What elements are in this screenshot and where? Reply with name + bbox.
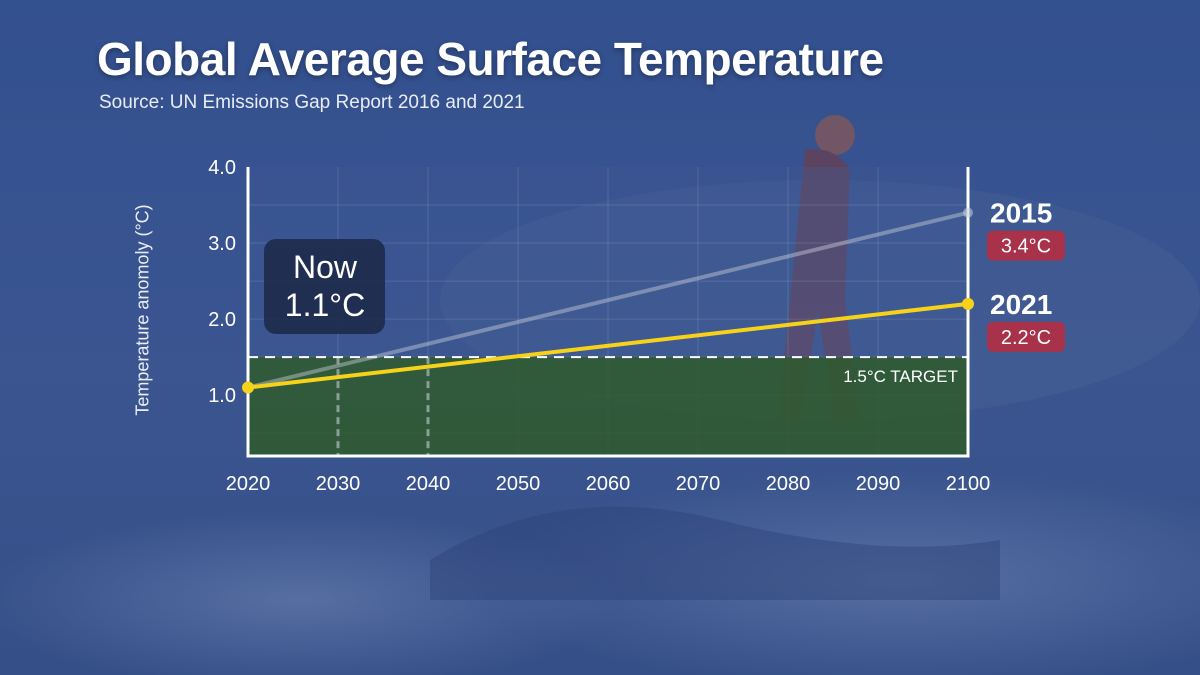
x-tick-label: 2050 <box>496 473 541 495</box>
series-line-2021 <box>247 301 969 390</box>
x-tick-label: 2070 <box>676 473 721 495</box>
now-callout-label: Now <box>293 249 358 285</box>
value-badge-2021 <box>987 321 1065 352</box>
series-end-label-2021: 2021 <box>990 289 1052 320</box>
now-callout-value: 1.1°C <box>285 287 365 323</box>
now-callout: Now 1.1°C <box>264 239 385 334</box>
value-badge-label-2021: 2.2°C <box>1001 327 1051 349</box>
x-tick-label: 2100 <box>946 473 991 495</box>
axes <box>246 167 970 458</box>
value-badge-label-2015: 3.4°C <box>1001 236 1051 258</box>
x-tick-label: 2020 <box>226 473 271 495</box>
x-tick-label: 2090 <box>856 473 901 495</box>
year-markers <box>336 357 430 456</box>
x-tick-label: 2080 <box>766 473 811 495</box>
series-line-2015 <box>247 210 969 390</box>
y-tick-label: 3.0 <box>208 233 236 255</box>
x-tick-label: 2040 <box>406 473 451 495</box>
y-tick-label: 4.0 <box>208 157 236 179</box>
tick-labels: 2020 2030 2040 2050 2060 2070 2080 2090 2100 1.0 2… <box>208 157 990 495</box>
series-end-labels: 2015 3.4°C 2021 2.2°C <box>987 198 1065 352</box>
series-lines <box>242 207 974 394</box>
now-callout-box <box>264 239 385 334</box>
y-tick-label: 1.0 <box>208 385 236 407</box>
x-tick-label: 2060 <box>586 473 631 495</box>
y-tick-label: 2.0 <box>208 309 236 331</box>
target-label: 1.5°C TARGET <box>843 367 958 386</box>
x-tick-label: 2030 <box>316 473 361 495</box>
axis-frame <box>246 167 970 458</box>
page-title: Global Average Surface Temperature <box>97 33 884 85</box>
source-note: Source: UN Emissions Gap Report 2016 and… <box>99 92 525 113</box>
worker-silhouette <box>778 115 860 425</box>
series-point-2021-end <box>962 297 974 310</box>
series-point-2015-end <box>963 207 973 218</box>
value-badge-2015 <box>987 230 1065 261</box>
series-end-label-2015: 2015 <box>990 198 1052 229</box>
series-point-2021-start <box>242 381 254 394</box>
